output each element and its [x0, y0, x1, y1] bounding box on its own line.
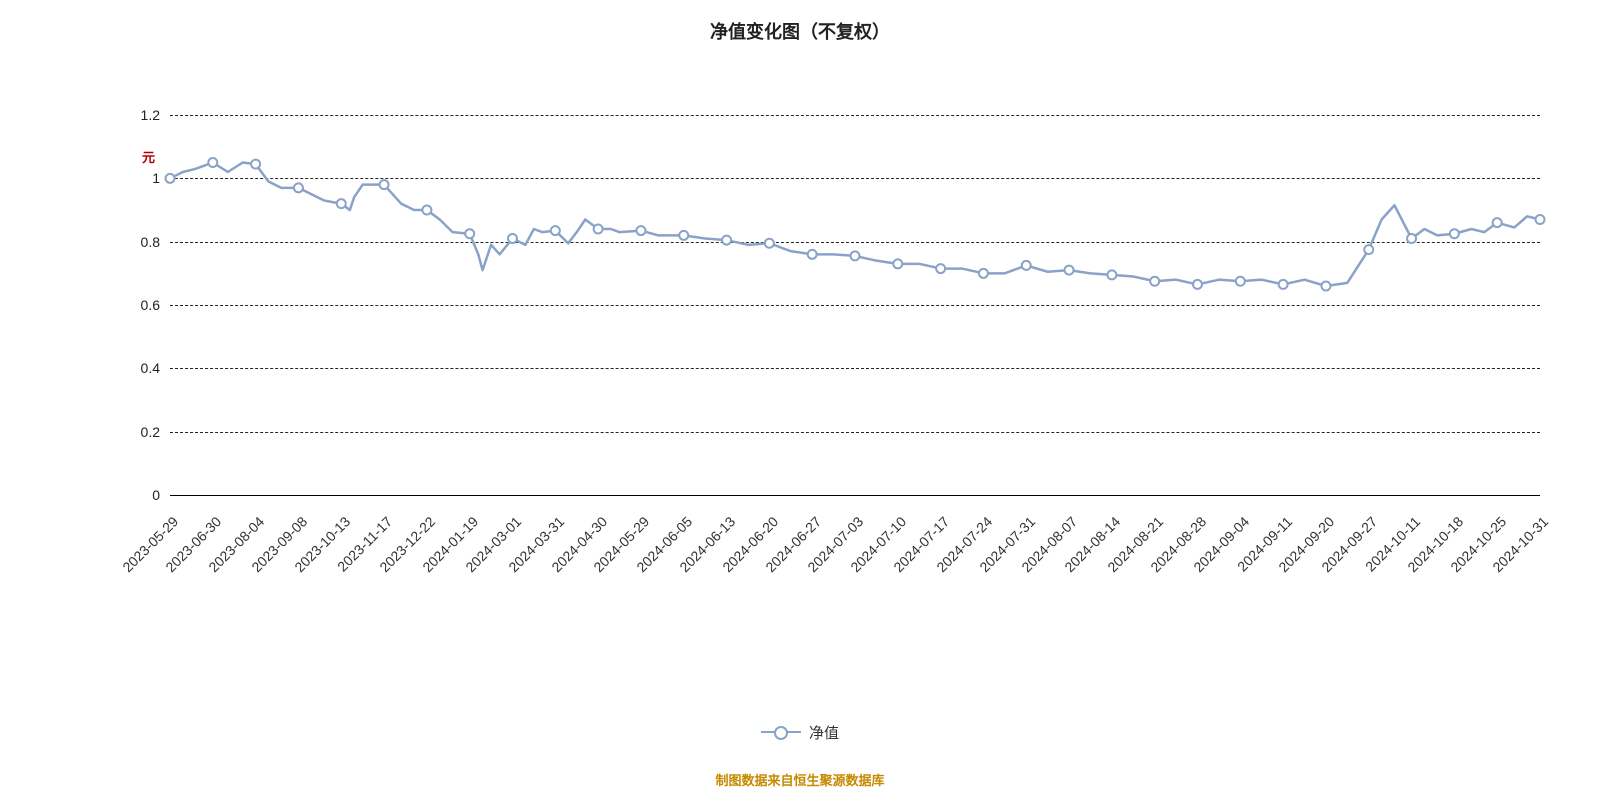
- y-tick-label: 1.2: [141, 107, 170, 123]
- data-point-marker: [594, 225, 603, 234]
- data-point-marker: [765, 239, 774, 248]
- x-axis-labels: 2023-05-292023-06-302023-08-042023-09-08…: [170, 505, 1540, 705]
- data-point-marker: [1150, 277, 1159, 286]
- data-point-marker: [1536, 215, 1545, 224]
- data-point-marker: [1279, 280, 1288, 289]
- data-point-marker: [465, 229, 474, 238]
- data-point-marker: [979, 269, 988, 278]
- data-point-marker: [1450, 229, 1459, 238]
- chart-container: 净值变化图（不复权） 元 00.20.40.60.811.2 2023-05-2…: [0, 0, 1600, 800]
- y-tick-label: 0.6: [141, 297, 170, 313]
- data-point-marker: [722, 236, 731, 245]
- data-point-marker: [208, 158, 217, 167]
- data-point-marker: [636, 226, 645, 235]
- data-point-marker: [936, 264, 945, 273]
- plot-area: 元 00.20.40.60.811.2: [170, 115, 1540, 495]
- data-point-marker: [893, 259, 902, 268]
- data-point-marker: [380, 180, 389, 189]
- y-axis-unit: 元: [142, 147, 155, 166]
- data-point-marker: [337, 199, 346, 208]
- y-tick-label: 0: [152, 487, 170, 503]
- legend-marker-icon: [774, 726, 788, 740]
- data-point-marker: [1493, 218, 1502, 227]
- data-point-marker: [1022, 261, 1031, 270]
- footer-attribution: 制图数据来自恒生聚源数据库: [0, 770, 1600, 789]
- y-tick-label: 0.4: [141, 360, 170, 376]
- y-tick-label: 0.8: [141, 234, 170, 250]
- data-point-marker: [294, 183, 303, 192]
- series-line: [170, 163, 1540, 287]
- legend: 净值: [0, 720, 1600, 743]
- data-point-marker: [808, 250, 817, 259]
- data-point-marker: [251, 160, 260, 169]
- y-tick-label: 0.2: [141, 424, 170, 440]
- data-point-marker: [1364, 245, 1373, 254]
- data-point-marker: [1193, 280, 1202, 289]
- data-point-marker: [508, 234, 517, 243]
- data-point-marker: [1107, 270, 1116, 279]
- legend-label: 净值: [809, 722, 839, 743]
- data-point-marker: [1407, 234, 1416, 243]
- gridline: [170, 495, 1540, 496]
- data-point-marker: [1236, 277, 1245, 286]
- line-series: [170, 115, 1540, 495]
- data-point-marker: [551, 226, 560, 235]
- data-point-marker: [422, 206, 431, 215]
- data-point-marker: [679, 231, 688, 240]
- chart-title: 净值变化图（不复权）: [0, 18, 1600, 44]
- data-point-marker: [1321, 282, 1330, 291]
- data-point-marker: [851, 251, 860, 260]
- data-point-marker: [166, 174, 175, 183]
- legend-swatch: [761, 731, 801, 733]
- data-point-marker: [1065, 266, 1074, 275]
